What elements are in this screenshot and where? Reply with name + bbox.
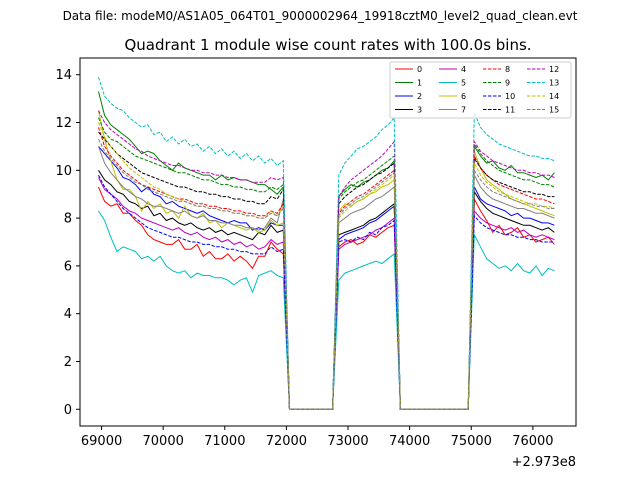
series-line-1 (98, 91, 555, 410)
series-line-3 (98, 170, 555, 410)
x-tick-label: 74000 (389, 434, 430, 449)
series-line-15 (98, 138, 555, 410)
legend-label-5: 5 (461, 79, 466, 88)
series-line-8 (98, 127, 555, 410)
x-tick-label: 72000 (266, 434, 307, 449)
series-line-6 (98, 110, 555, 410)
y-tick-label: 14 (55, 68, 72, 83)
legend-label-6: 6 (461, 92, 466, 101)
x-tick-label: 69000 (81, 434, 122, 449)
y-axis: 0 2 4 6 8 10 12 14 (55, 68, 80, 418)
y-tick-label: 8 (64, 212, 72, 227)
x-tick-label: 71000 (204, 434, 245, 449)
plot-frame (79, 57, 577, 427)
x-tick-label: 75000 (451, 434, 492, 449)
series-line-13 (98, 76, 555, 410)
chart-title: Quadrant 1 module wise count rates with … (124, 36, 531, 54)
series-line-10 (98, 174, 555, 410)
y-tick-label: 12 (55, 116, 72, 131)
x-offset-label: +2.973e8 (512, 455, 576, 470)
legend-label-12: 12 (549, 65, 559, 74)
series-line-7 (98, 146, 555, 410)
legend-label-10: 10 (505, 92, 515, 101)
legend-label-4: 4 (461, 65, 466, 74)
legend-label-7: 7 (461, 106, 466, 115)
series-line-2 (98, 146, 555, 410)
legend-label-15: 15 (549, 106, 559, 115)
legend-label-3: 3 (417, 106, 422, 115)
y-tick-label: 6 (64, 259, 72, 274)
y-tick-label: 0 (64, 403, 72, 418)
y-tick-label: 10 (55, 164, 72, 179)
legend-label-14: 14 (549, 92, 559, 101)
y-tick-label: 4 (64, 307, 72, 322)
legend-label-8: 8 (505, 65, 510, 74)
plot-series (98, 76, 555, 410)
legend-label-9: 9 (505, 79, 510, 88)
series-line-12 (98, 110, 555, 410)
series-line-5 (98, 210, 555, 410)
x-axis: 69000 70000 71000 72000 73000 74000 75000 76000 (81, 426, 554, 449)
legend-label-13: 13 (549, 79, 559, 88)
x-tick-label: 73000 (327, 434, 368, 449)
figure-suptitle: Data file: modeM0/AS1A05_064T01_90000029… (63, 9, 578, 23)
legend-label-0: 0 (417, 65, 422, 74)
legend-label-11: 11 (505, 106, 515, 115)
y-tick-label: 2 (64, 355, 72, 370)
legend-box (389, 61, 572, 119)
legend-label-2: 2 (417, 92, 422, 101)
series-line-4 (98, 177, 555, 410)
x-tick-label: 76000 (512, 434, 553, 449)
legend-label-1: 1 (417, 79, 422, 88)
x-tick-label: 70000 (143, 434, 184, 449)
series-line-9 (98, 117, 555, 410)
